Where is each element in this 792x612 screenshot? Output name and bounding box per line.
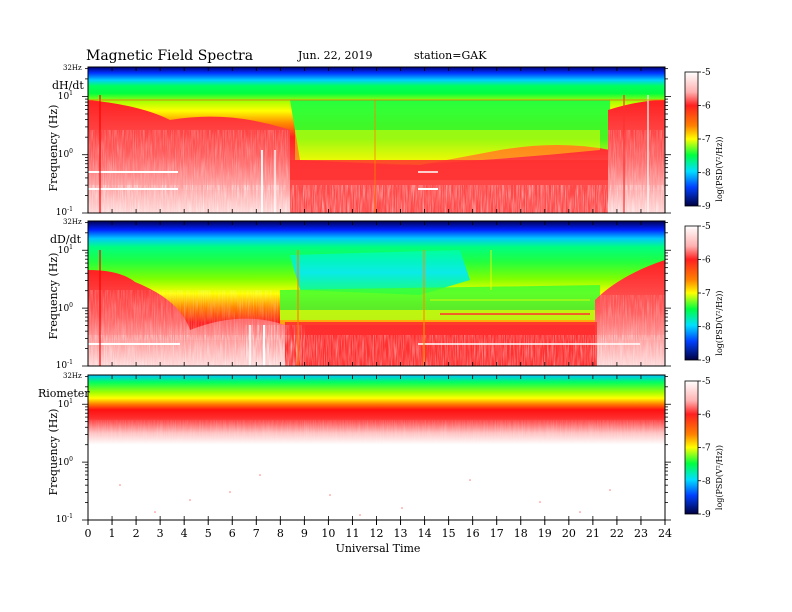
colorbar-tick-label: -9 <box>702 356 711 366</box>
colorbar-tick-label: -5 <box>702 377 711 387</box>
dd-dt-spectrogram <box>88 221 665 366</box>
colorbar-label: log(PSD(V²/Hz)) <box>715 136 724 201</box>
riometer-spectrogram <box>88 375 665 520</box>
date-label: Jun. 22, 2019 <box>297 49 373 62</box>
colorbar-label: log(PSD(V²/Hz)) <box>715 290 724 355</box>
ytick-2-a: 101 <box>58 244 73 256</box>
x-axis-label: Universal Time <box>336 542 421 555</box>
x-tick-label: 9 <box>301 527 308 540</box>
colorbar-tick-label: -7 <box>702 135 711 145</box>
colorbar-tick-label: -6 <box>702 256 711 266</box>
top-tick-3: 32Hz <box>63 372 82 380</box>
panel-label-dd-dt: dD/dt <box>50 233 82 246</box>
ytick-2-b: 100 <box>58 302 73 314</box>
ylabel-3: Frequency (Hz) <box>47 409 60 496</box>
ylabel-2: Frequency (Hz) <box>47 253 60 340</box>
x-tick-label: 2 <box>133 527 140 540</box>
top-tick-1: 32Hz <box>63 64 82 72</box>
x-tick-label: 19 <box>538 527 552 540</box>
colorbars: -5 -6 -7 -8 -9 log(PSD(V²/Hz)) -5 -6 -7 -8 -9 log(P… <box>684 68 724 520</box>
y-tick-marks <box>82 68 671 521</box>
colorbar-label: log(PSD(V²/Hz)) <box>715 445 724 510</box>
x-tick-label: 18 <box>514 527 528 540</box>
panel-dh-dt: dH/dt 32Hz Frequency (Hz) 101 100 10-1 <box>47 64 666 218</box>
x-tick-label: 0 <box>85 527 92 540</box>
x-tick-label: 21 <box>586 527 600 540</box>
ytick-3-c: 10-1 <box>56 513 73 525</box>
colorbar-tick-label: -8 <box>702 323 711 333</box>
x-tick-label: 13 <box>394 527 408 540</box>
ytick-2-c: 10-1 <box>56 359 73 371</box>
colorbar-tick-label: -7 <box>702 444 711 454</box>
x-tick-label: 24 <box>658 527 672 540</box>
colorbar <box>684 225 699 361</box>
x-tick-label: 23 <box>634 527 648 540</box>
x-tick-label: 14 <box>418 527 432 540</box>
colorbar-tick-label: -8 <box>702 169 711 179</box>
panel-riometer: Riometer 32Hz Frequency (Hz) 101 100 10-… <box>38 372 666 525</box>
panel-label-riometer: Riometer <box>38 387 90 400</box>
x-tick-label: 5 <box>205 527 212 540</box>
x-tick-label: 12 <box>370 527 384 540</box>
colorbar-tick-label: -6 <box>702 410 711 420</box>
x-tick-label: 11 <box>345 527 359 540</box>
x-tick-label: 22 <box>610 527 624 540</box>
ytick-3-b: 100 <box>58 456 73 468</box>
x-axis-ticks: 0 1 2 3 4 5 6 7 8 9 10 11 12 13 14 15 16 17 18 19 20 21 22 23 24 <box>85 67 672 540</box>
x-tick-label: 3 <box>157 527 164 540</box>
x-tick-label: 1 <box>109 527 116 540</box>
colorbar-tick-label: -5 <box>702 222 711 232</box>
ytick-1-a: 101 <box>58 90 73 102</box>
ytick-1-b: 100 <box>58 148 73 160</box>
colorbar <box>684 380 699 515</box>
x-tick-label: 17 <box>490 527 504 540</box>
colorbar <box>684 71 699 207</box>
x-tick-label: 10 <box>321 527 335 540</box>
x-tick-label: 20 <box>562 527 576 540</box>
colorbar-tick-label: -7 <box>702 289 711 299</box>
station-label: station=GAK <box>414 49 487 62</box>
ytick-1-c: 10-1 <box>56 206 73 218</box>
panel-label-dh-dt: dH/dt <box>52 79 84 92</box>
ylabel-1: Frequency (Hz) <box>47 105 60 192</box>
figure-title: Magnetic Field Spectra <box>86 48 253 64</box>
x-tick-label: 8 <box>277 527 284 540</box>
x-tick-label: 7 <box>253 527 260 540</box>
panel-dd-dt: dD/dt 32Hz Frequency (Hz) 101 100 10-1 <box>47 218 666 371</box>
colorbar-tick-label: -9 <box>702 202 711 212</box>
dh-dt-spectrogram <box>88 67 665 213</box>
x-tick-label: 16 <box>466 527 480 540</box>
top-tick-2: 32Hz <box>63 218 82 226</box>
colorbar-tick-label: -8 <box>702 477 711 487</box>
colorbar-tick-label: -6 <box>702 102 711 112</box>
ytick-3-a: 101 <box>58 398 73 410</box>
x-tick-label: 6 <box>229 527 236 540</box>
colorbar-tick-label: -5 <box>702 68 711 78</box>
x-tick-label: 15 <box>442 527 456 540</box>
x-tick-label: 4 <box>181 527 188 540</box>
colorbar-tick-label: -9 <box>702 510 711 520</box>
